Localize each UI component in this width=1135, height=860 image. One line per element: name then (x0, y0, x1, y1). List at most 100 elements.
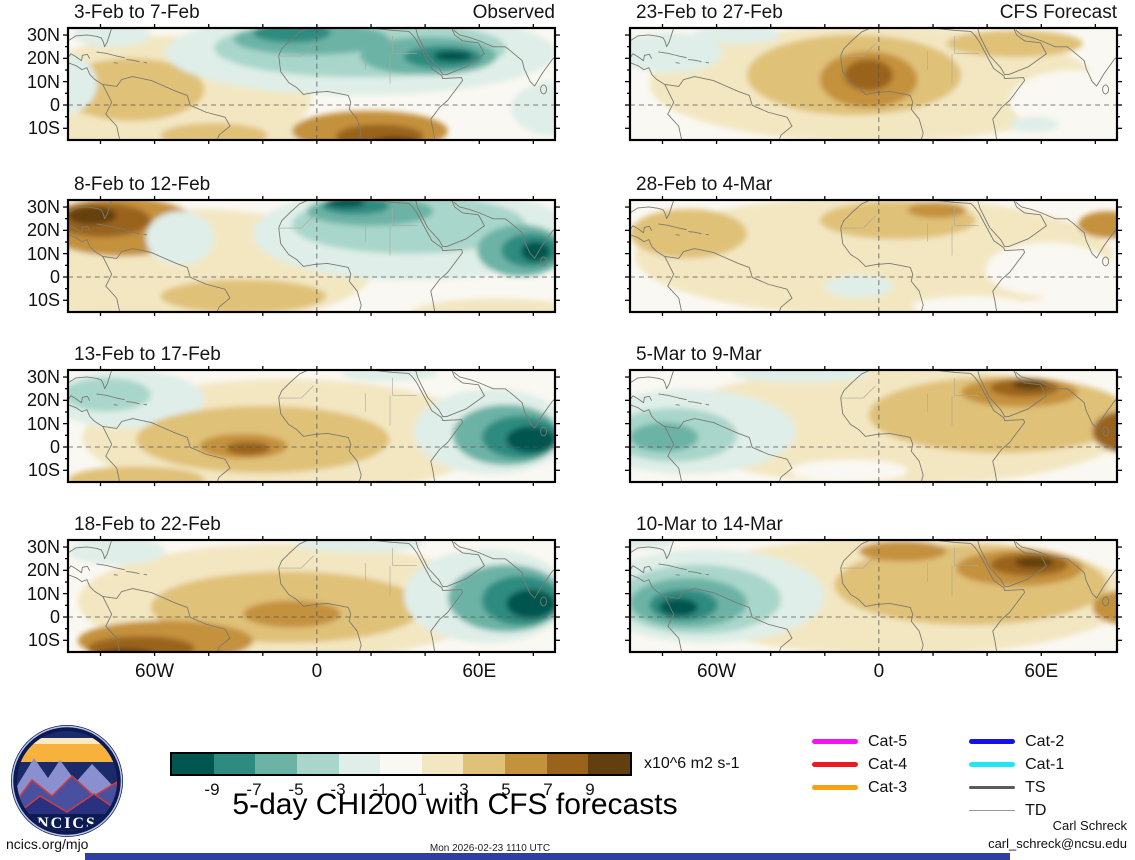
credit-email: carl_schreck@ncsu.edu (988, 836, 1127, 851)
colorbar-segment (213, 754, 256, 774)
contour-map (63, 196, 560, 316)
contour-map (625, 24, 1122, 144)
map-panel (63, 24, 560, 144)
panel-date-range: 10-Mar to 14-Mar (636, 514, 783, 535)
contour-map (625, 196, 1122, 316)
bottom-blue-bar (85, 853, 1010, 860)
x-axis-label: 60E (1024, 661, 1059, 682)
y-axis-label: 10S (27, 118, 60, 139)
map-panel (63, 196, 560, 316)
panel-date-range: 18-Feb to 22-Feb (74, 514, 221, 535)
y-axis-label: 20N (26, 220, 60, 241)
site-link: ncics.org/mjo (6, 836, 89, 852)
legend-label: Cat-4 (868, 755, 908, 773)
contour-map (63, 366, 560, 486)
x-axis-label: 0 (311, 661, 323, 682)
colorbar-segment (588, 754, 631, 774)
colorbar-segment (463, 754, 506, 774)
credit-name: Carl Schreck (1052, 818, 1127, 833)
legend-line-swatch (812, 762, 858, 767)
colorbar-tick-label: -9 (204, 780, 220, 799)
panel-date-range: 13-Feb to 17-Feb (74, 344, 221, 365)
map-panel (625, 536, 1122, 656)
legend-item: Cat-3 (812, 779, 907, 796)
y-axis-label: 30N (26, 537, 60, 557)
legend-label: TS (1025, 778, 1046, 796)
ncics-logo-graphic: NCICS (11, 725, 123, 837)
legend-line-swatch (969, 739, 1016, 744)
colorbar-tick-label: 7 (543, 780, 553, 799)
legend-item: Cat-5 (812, 733, 907, 750)
colorbar-segment (505, 754, 547, 774)
y-axis-label: 10N (26, 413, 60, 434)
y-axis-label: 0 (49, 437, 60, 457)
colorbar-tick-label: 9 (585, 780, 595, 799)
legend-item: Cat-1 (969, 756, 1064, 773)
y-axis-label: 10S (27, 630, 60, 651)
colorbar-tick-label: -1 (372, 780, 388, 799)
contour-map (63, 536, 560, 656)
figure-title: 5-day CHI200 with CFS forecasts (232, 788, 678, 821)
panel-date-range: 8-Feb to 12-Feb (74, 174, 211, 195)
colorbar-tick-label: 1 (417, 780, 427, 799)
legend-line-swatch (969, 809, 1016, 812)
legend-item: Cat-4 (812, 756, 907, 773)
y-axis-label: 10S (27, 460, 60, 481)
map-panel (625, 366, 1122, 486)
colorbar-segment (338, 754, 381, 774)
legend-label: Cat-1 (1025, 755, 1065, 773)
colorbar-tick-labels: -9 -7 -5 -3 -1 1 3 5 7 9 (170, 780, 632, 802)
y-axis-label: 30N (26, 197, 60, 217)
y-axis-label: 0 (49, 267, 60, 287)
x-axis-label: 0 (873, 661, 885, 682)
legend-label: Cat-5 (868, 732, 908, 750)
tc-legend: Cat-5 Cat-4 Cat-3 Cat-2 Cat-1 TS TD (812, 733, 1064, 819)
y-axis-label: 10S (27, 290, 60, 311)
y-axis-label: 30N (26, 367, 60, 387)
ncics-logo: NCICS (10, 724, 124, 838)
legend-line-swatch (969, 762, 1016, 767)
legend-label: TD (1025, 801, 1047, 819)
panel-date-range: 3-Feb to 7-Feb (74, 2, 200, 23)
panel-date-range: 5-Mar to 9-Mar (636, 344, 762, 365)
column-heading: CFS Forecast (999, 2, 1117, 23)
map-panel (625, 24, 1122, 144)
y-axis-label: 10N (26, 583, 60, 604)
legend-line-swatch (969, 786, 1016, 789)
legend-line-swatch (812, 739, 858, 744)
y-axis-label: 10N (26, 243, 60, 264)
colorbar-tick-label: -3 (330, 780, 346, 799)
y-axis-label: 20N (26, 390, 60, 411)
legend-item: TS (969, 779, 1064, 796)
generation-timestamp: Mon 2026-02-23 1110 UTC (429, 843, 551, 854)
contour-map (625, 366, 1122, 486)
y-axis-label: 30N (26, 25, 60, 45)
colorbar-segment (546, 754, 589, 774)
legend-item: Cat-2 (969, 733, 1064, 750)
legend-item: TD (969, 802, 1064, 819)
panel-date-range: 28-Feb to 4-Mar (636, 174, 773, 195)
colorbar-segment (380, 754, 422, 774)
map-panel (63, 366, 560, 486)
colorbar-tick-label: -5 (288, 780, 304, 799)
legend-line-swatch (812, 785, 858, 790)
map-panel (625, 196, 1122, 316)
colorbar-tick-label: -7 (246, 780, 262, 799)
ncics-logo-text: NCICS (37, 815, 97, 832)
y-axis-label: 0 (49, 607, 60, 627)
column-heading: Observed (472, 2, 555, 23)
legend-label: Cat-3 (868, 778, 908, 796)
y-axis-label: 0 (49, 95, 60, 115)
y-axis-label: 20N (26, 48, 60, 69)
contour-map (63, 24, 560, 144)
y-axis-label: 10N (26, 71, 60, 92)
colorbar-segment (296, 754, 339, 774)
colorbar-segment (421, 754, 464, 774)
colorbar-tick-label: 5 (501, 780, 511, 799)
y-axis-label: 20N (26, 560, 60, 581)
x-axis-label: 60E (462, 661, 497, 682)
legend-label: Cat-2 (1025, 732, 1065, 750)
contour-map (625, 536, 1122, 656)
